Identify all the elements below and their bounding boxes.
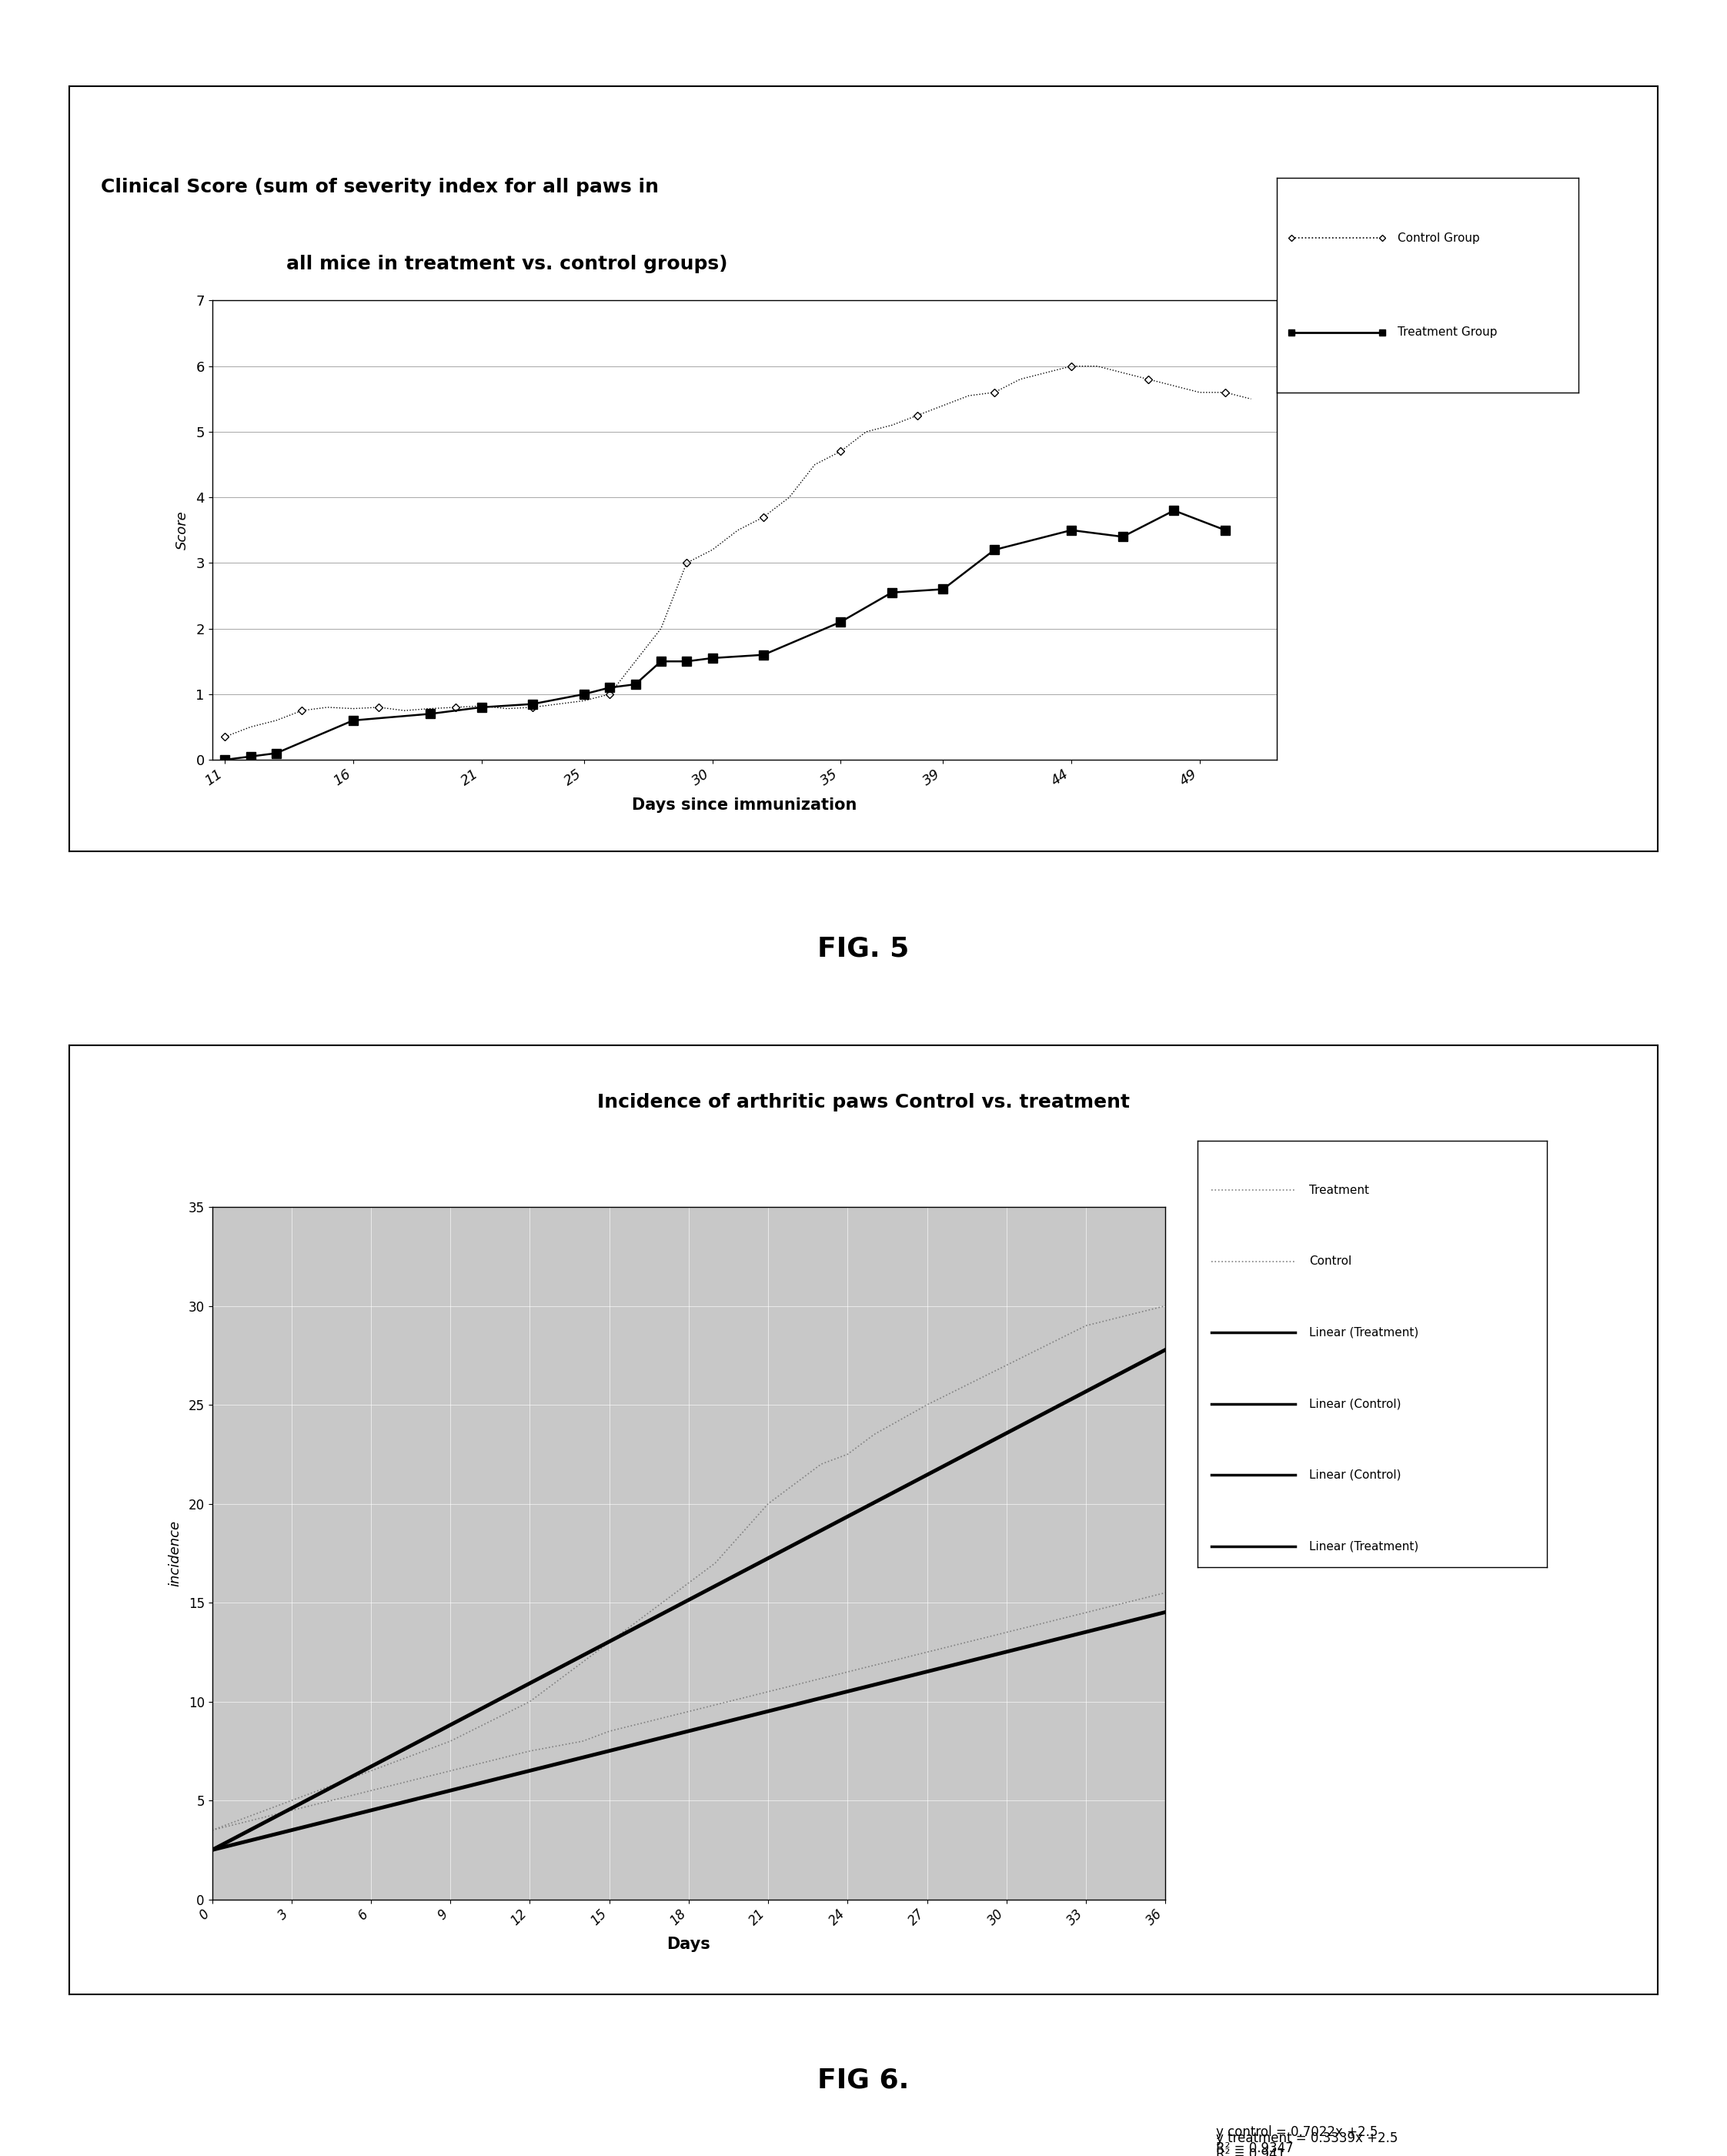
Text: FIG. 5: FIG. 5 [817,936,910,962]
Y-axis label: incidence: incidence [168,1520,181,1587]
Text: Linear (Control): Linear (Control) [1309,1397,1401,1410]
Text: y treatment = 0.3339x +2.5
R² = 0.941: y treatment = 0.3339x +2.5 R² = 0.941 [1216,2132,1397,2156]
Text: Clinical Score (sum of severity index for all paws in: Clinical Score (sum of severity index fo… [100,179,658,196]
Text: Incidence of arthritic paws Control vs. treatment: Incidence of arthritic paws Control vs. … [598,1093,1129,1112]
Text: y control = 0.7022x +2.5
R² = 0.9347: y control = 0.7022x +2.5 R² = 0.9347 [1216,2126,1378,2156]
Text: FIG 6.: FIG 6. [817,2068,910,2093]
Text: Treatment: Treatment [1309,1184,1370,1197]
X-axis label: Days since immunization: Days since immunization [632,798,857,813]
Text: Linear (Treatment): Linear (Treatment) [1309,1326,1418,1339]
Text: Control: Control [1309,1255,1352,1268]
Text: Control Group: Control Group [1397,233,1480,244]
Text: Linear (Control): Linear (Control) [1309,1468,1401,1481]
Text: all mice in treatment vs. control groups): all mice in treatment vs. control groups… [259,254,729,274]
X-axis label: Days: Days [667,1936,710,1951]
Text: Linear (Treatment): Linear (Treatment) [1309,1539,1418,1552]
Text: Treatment Group: Treatment Group [1397,326,1497,338]
Y-axis label: Score: Score [176,511,190,550]
